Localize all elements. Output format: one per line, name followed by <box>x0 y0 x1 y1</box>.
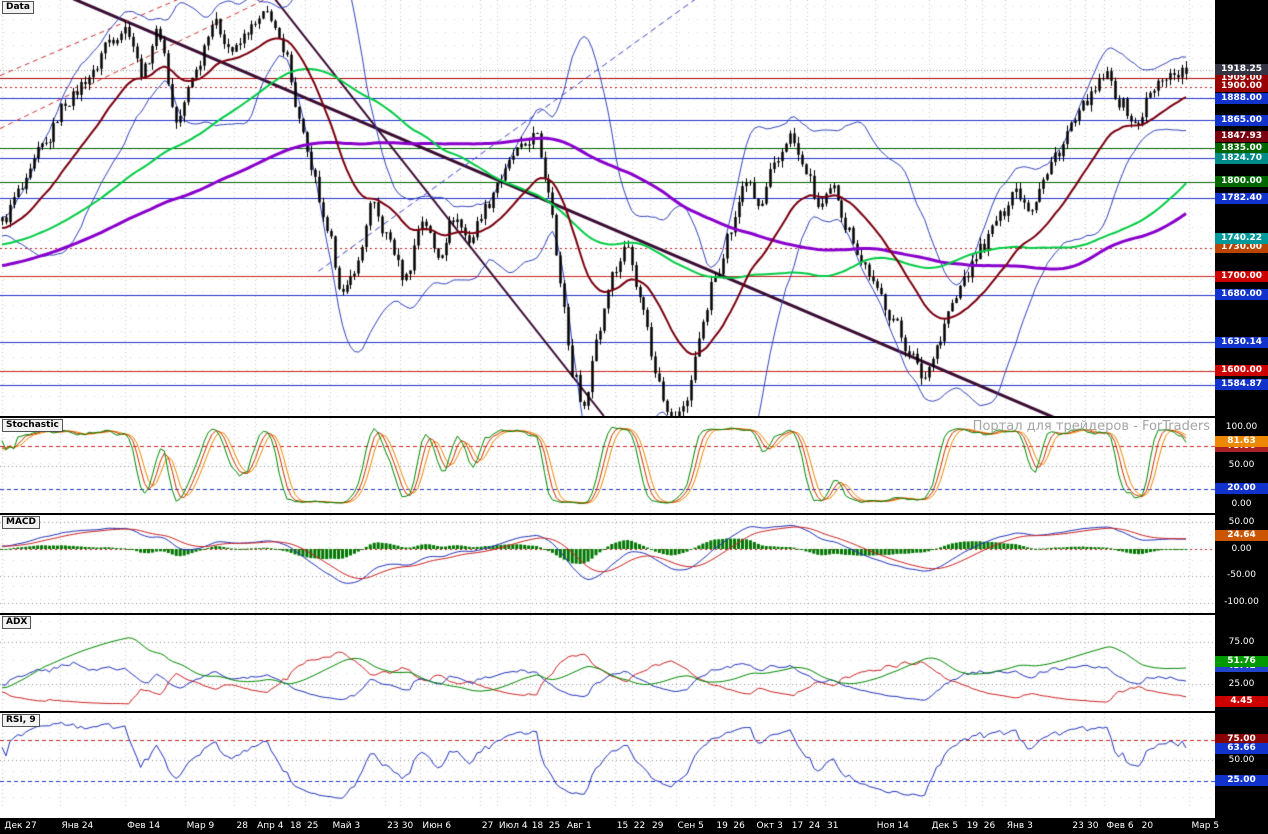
scale-label-main[interactable]: 1740.22 <box>1215 232 1268 244</box>
scale-label-main[interactable]: 1730.00 <box>1215 242 1268 254</box>
time-axis-label: 27 <box>481 821 494 831</box>
adx-canvas[interactable] <box>0 615 1215 711</box>
scale-label-stochastic[interactable]: 81.63 <box>1215 435 1268 447</box>
time-axis-label: 17 <box>791 821 804 831</box>
rsi-panel-label: RSI, 9 <box>2 714 40 727</box>
scale-label-adx: 75.00 <box>1228 636 1255 647</box>
time-axis-label: Фев 6 <box>1106 821 1134 831</box>
scale-label-macd[interactable]: 24.64 <box>1215 530 1268 542</box>
macd-canvas[interactable] <box>0 515 1215 613</box>
time-axis-label: Июн 6 <box>422 821 452 831</box>
scale-label-main[interactable]: 1800.00 <box>1215 176 1268 188</box>
time-axis-label: 25 <box>306 821 319 831</box>
time-axis-label: Сен 5 <box>677 821 704 831</box>
scale-label-main[interactable]: 1900.00 <box>1215 81 1268 93</box>
time-axis-label: Авг 1 <box>566 821 592 831</box>
main-chart-canvas[interactable] <box>0 0 1215 416</box>
scale-label-main[interactable]: 1847.93 <box>1215 130 1268 142</box>
rsi-canvas[interactable] <box>0 713 1215 807</box>
time-axis-label: 19 <box>966 821 979 831</box>
scale-label-main[interactable]: 1865.00 <box>1215 114 1268 126</box>
time-axis-label: Май 3 <box>332 821 361 831</box>
time-axis-label: Апр 4 <box>257 821 284 831</box>
scale-label-stochastic: 50.00 <box>1228 460 1255 470</box>
scale-label-macd: 50.00 <box>1228 516 1255 527</box>
time-axis-label: 18 <box>289 821 302 831</box>
time-axis-label: Ноя 14 <box>876 821 909 831</box>
scale-label-main[interactable]: 1700.00 <box>1215 270 1268 282</box>
scale-label-main[interactable]: 1600.00 <box>1215 365 1268 377</box>
panel-divider <box>0 711 1268 713</box>
time-axis-label: 26 <box>733 821 745 831</box>
adx-panel-label: ADX <box>2 616 32 629</box>
time-axis-label: Мар 9 <box>186 821 215 831</box>
time-axis-label: 18 <box>531 821 544 831</box>
time-axis-label: 30 <box>401 821 414 831</box>
scale-label-rsi[interactable]: 25.00 <box>1215 775 1268 786</box>
time-axis-label: 22 <box>633 821 646 831</box>
time-axis-label: 30 <box>1086 821 1099 831</box>
time-axis-label: Фев 14 <box>127 821 161 831</box>
time-axis-label: 15 <box>616 821 629 831</box>
scale-label-adx[interactable]: 4.45 <box>1215 695 1268 707</box>
scale-label-main[interactable]: 1918.25 <box>1215 64 1268 76</box>
scale-label-main[interactable]: 1909.00 <box>1215 72 1268 84</box>
time-axis-label: 25 <box>548 821 561 831</box>
time-axis-label: 24 <box>808 821 821 831</box>
time-axis[interactable]: Дек 27 Янв 24 Фев 14 Мар 9 28 Апр 4 18 25 Май 3 2… <box>0 818 1268 834</box>
panel-divider <box>0 613 1268 615</box>
stochastic-panel-label: Stochastic <box>2 419 63 432</box>
time-axis-label: 28 <box>236 821 248 831</box>
scale-label-rsi: 50.00 <box>1228 754 1255 765</box>
time-axis-label: Июл 4 <box>498 821 528 831</box>
scale-label-main[interactable]: 1835.00 <box>1215 142 1268 154</box>
stochastic-panel[interactable] <box>0 418 1215 513</box>
scale-label-stochastic[interactable]: 20.00 <box>1215 483 1268 495</box>
scale-label-main[interactable]: 1680.00 <box>1215 289 1268 301</box>
macd-panel[interactable] <box>0 515 1215 613</box>
time-axis-label: Дек 5 <box>931 821 959 831</box>
scale-label-main[interactable]: 1888.00 <box>1215 92 1268 104</box>
time-axis-label: 23 <box>1072 821 1084 831</box>
scale-label-macd: -100.00 <box>1224 597 1259 608</box>
scale-label-adx[interactable]: 51.76 <box>1215 656 1268 668</box>
time-axis-label: Дек 27 <box>4 821 37 831</box>
time-axis-label: 19 <box>716 821 728 831</box>
scale-label-main[interactable]: 1824.70 <box>1215 152 1268 164</box>
time-axis-label: Янв 3 <box>1006 821 1033 831</box>
scale-label-main[interactable]: 1630.14 <box>1215 336 1268 348</box>
time-axis-label: 20 <box>1141 821 1154 831</box>
scale-label-main[interactable]: 1584.87 <box>1215 379 1268 391</box>
bottom-gap <box>0 807 1215 818</box>
main-panel-label: Data <box>2 1 34 14</box>
time-axis-label: Янв 24 <box>61 821 94 831</box>
price-scale-column[interactable]: 1918.25 1909.00 1900.00 1888.00 1865.00 1847.… <box>1215 0 1268 834</box>
time-axis-label: 31 <box>826 821 839 831</box>
scale-label-stochastic: 0.00 <box>1231 498 1252 509</box>
scale-label-rsi[interactable]: 75.00 <box>1215 734 1268 745</box>
time-axis-label: 26 <box>983 821 996 831</box>
scale-label-macd: -50.00 <box>1226 570 1256 581</box>
scale-label-stochastic: 100.00 <box>1225 421 1258 432</box>
scale-label-main[interactable]: 1782.40 <box>1215 192 1268 204</box>
rsi-panel[interactable] <box>0 713 1215 807</box>
panel-divider <box>0 513 1268 515</box>
scale-label-rsi[interactable]: 63.66 <box>1215 743 1268 755</box>
panel-divider <box>0 416 1268 418</box>
time-axis-label: 23 <box>387 821 399 831</box>
time-axis-label: Мар 5 <box>1191 821 1220 831</box>
macd-panel-label: MACD <box>2 516 40 529</box>
watermark: Портал для трейдеров - ForTraders <box>972 419 1210 434</box>
scale-label-macd: 0.00 <box>1231 543 1252 554</box>
time-axis-label: Окт 3 <box>756 821 783 831</box>
adx-panel[interactable] <box>0 615 1215 711</box>
stochastic-canvas[interactable] <box>0 418 1215 513</box>
scale-label-adx: 25.00 <box>1228 678 1255 689</box>
main-chart-panel[interactable] <box>0 0 1215 416</box>
time-axis-label: 29 <box>652 821 664 831</box>
